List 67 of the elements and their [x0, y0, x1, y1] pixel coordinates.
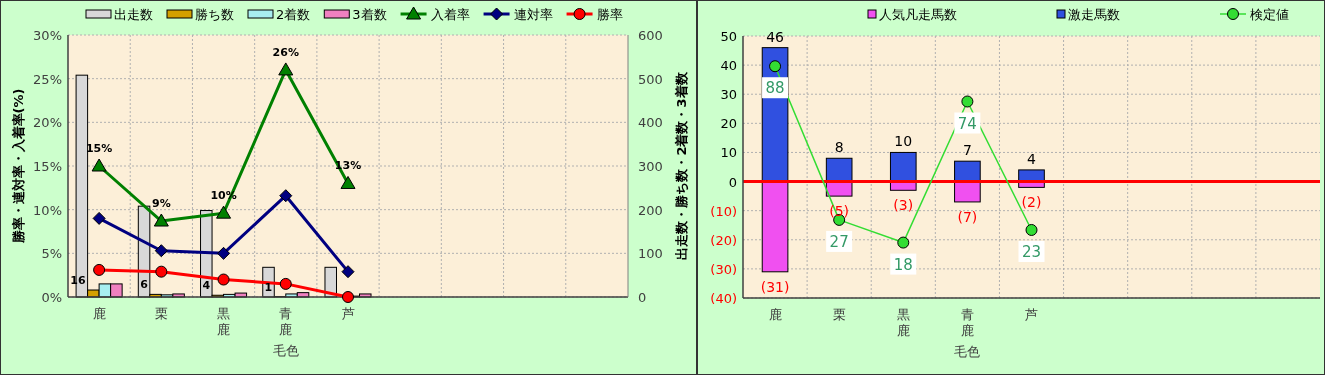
- y2-tick-label: 300: [638, 159, 663, 174]
- data-label: 4: [1027, 150, 1037, 167]
- y2-tick-label: 400: [638, 115, 663, 131]
- legend-label: 勝率: [596, 7, 623, 22]
- data-label: 88: [765, 79, 785, 98]
- data-label: 9%: [151, 197, 171, 211]
- x-tick-label: 栗: [832, 307, 846, 322]
- y-tick-label: 10%: [33, 202, 62, 218]
- data-label: (3): [893, 197, 914, 214]
- y2-tick-label: 200: [638, 202, 663, 218]
- y-tick-label: 30: [720, 87, 737, 103]
- y2-tick-label: 100: [638, 246, 663, 262]
- data-label: 7: [962, 142, 972, 159]
- legend-label: 3着数: [352, 7, 387, 22]
- data-label: 6: [140, 278, 149, 292]
- x-axis-title: 毛色: [272, 343, 299, 358]
- y-tick-label: 5%: [41, 246, 62, 262]
- y-tick-label: 20%: [33, 115, 62, 131]
- data-label: 8: [834, 139, 844, 156]
- y-tick-label: 15%: [33, 159, 62, 174]
- data-label: 23: [1021, 242, 1042, 261]
- y-tick-label: (20): [710, 232, 737, 248]
- legend-label: 激走馬数: [1068, 7, 1120, 22]
- y-tick-label: 30%: [33, 28, 62, 43]
- x-tick-label: 鹿: [768, 307, 782, 322]
- data-label: 74: [957, 114, 977, 133]
- x-tick-label: 芦: [341, 306, 355, 321]
- y2-tick-label: 500: [638, 71, 663, 87]
- legend-label: 入着率: [430, 7, 470, 22]
- y-axis-title: 勝率・連対率・入着率(%): [11, 88, 26, 245]
- x-tick-label: 鹿: [92, 306, 106, 321]
- y-tick-label: (40): [710, 291, 737, 306]
- y-tick-label: (10): [710, 203, 737, 219]
- y2-tick-label: 0: [638, 290, 647, 305]
- y-tick-label: 20: [720, 116, 737, 132]
- legend-label: 検定値: [1250, 7, 1289, 22]
- data-label: 26%: [272, 45, 299, 59]
- data-label: 18: [893, 255, 913, 274]
- y-tick-label: 50: [720, 29, 737, 44]
- x-tick-label: 栗: [154, 306, 168, 321]
- legend-label: 出走数: [114, 7, 153, 22]
- data-label: 1: [264, 280, 273, 294]
- data-label: 10: [894, 133, 913, 150]
- y-tick-label: (30): [710, 261, 737, 277]
- legend-label: 連対率: [513, 7, 553, 22]
- x-tick-label: 青鹿: [960, 307, 974, 338]
- x-tick-label: 黒鹿: [896, 307, 910, 338]
- x-axis-title: 毛色: [954, 344, 981, 359]
- data-label: 27: [829, 232, 849, 251]
- data-label: 46: [766, 28, 785, 45]
- y2-axis-title: 出走数・勝ち数・2着数・3着数: [674, 71, 689, 260]
- x-tick-label: 青鹿: [279, 306, 293, 337]
- y-tick-label: 0: [728, 174, 737, 190]
- data-label: (2): [1021, 194, 1042, 211]
- y-tick-label: 25%: [33, 71, 62, 87]
- y2-tick-label: 600: [638, 28, 663, 43]
- legend-label: 2着数: [276, 7, 311, 22]
- data-label: 4: [202, 279, 211, 293]
- y-tick-label: 10: [720, 145, 737, 161]
- y-tick-label: 0%: [41, 290, 62, 305]
- x-tick-label: 芦: [1025, 307, 1038, 322]
- x-tick-label: 黒鹿: [217, 306, 231, 337]
- y-tick-label: 40: [720, 58, 737, 74]
- legend-label: 人気凡走馬数: [879, 7, 957, 22]
- data-label: (31): [760, 278, 790, 295]
- legend-label: 勝ち数: [195, 7, 234, 22]
- data-label: (7): [957, 208, 978, 225]
